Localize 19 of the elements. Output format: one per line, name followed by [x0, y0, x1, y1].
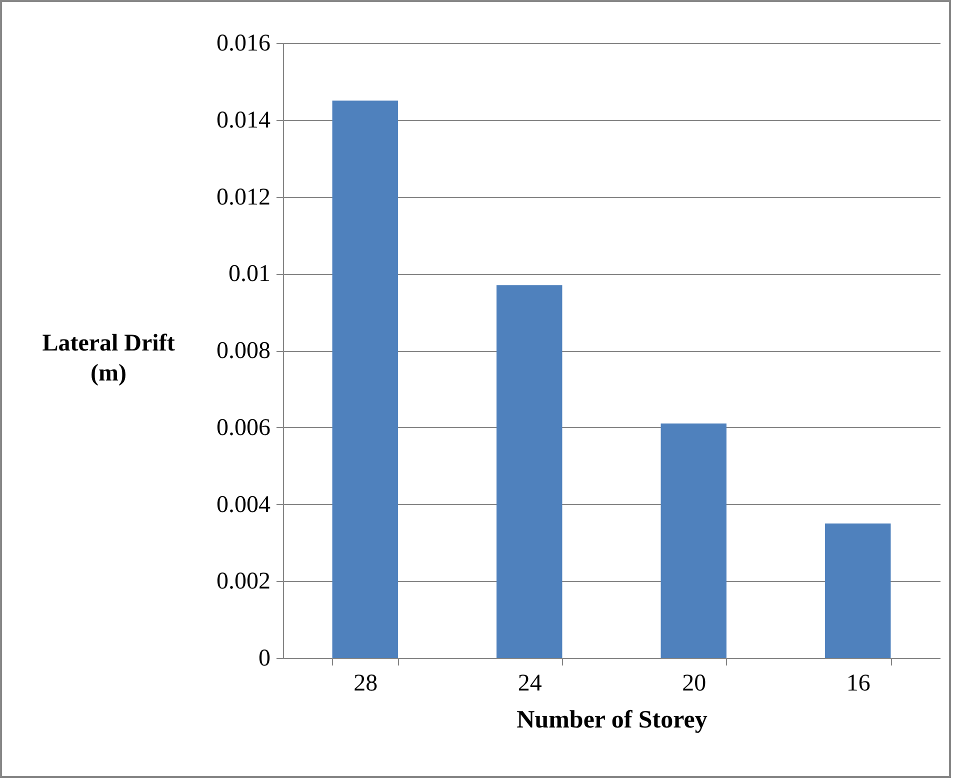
x-tick-label: 20: [682, 670, 706, 696]
bar: [496, 285, 562, 658]
x-tick-label: 16: [846, 670, 870, 696]
y-tick-label: 0: [258, 646, 270, 672]
x-tick-label: 28: [354, 670, 378, 696]
y-axis-title: Lateral Drift (m): [42, 330, 175, 386]
y-tick-label: 0.006: [216, 414, 270, 441]
x-axis-title: Number of Storey: [516, 706, 708, 734]
y-tick-label: 0.014: [216, 107, 270, 134]
y-tick-label: 0.01: [228, 261, 270, 288]
y-tick-label: 0.002: [216, 568, 270, 595]
bar: [332, 100, 398, 658]
bar: [825, 523, 891, 658]
y-tick-label: 0.008: [216, 338, 270, 364]
y-tick-label: 0.012: [216, 184, 270, 210]
x-tick-label: 24: [518, 670, 542, 696]
bar: [660, 424, 726, 658]
y-tick-label: 0.004: [216, 492, 270, 518]
y-tick-label: 0.016: [216, 30, 270, 56]
